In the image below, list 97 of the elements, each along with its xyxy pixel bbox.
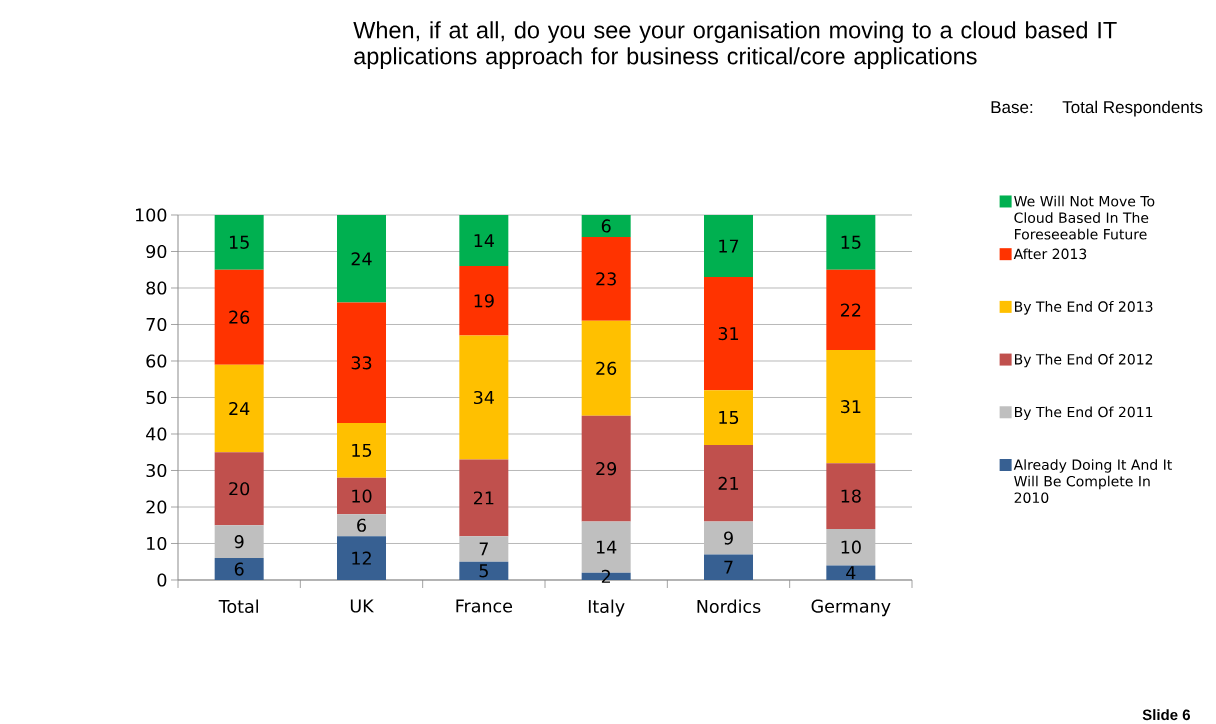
bar <box>337 302 386 424</box>
bar <box>704 444 754 522</box>
x-tick-label: France <box>456 599 513 613</box>
data-label: 33 <box>351 356 372 370</box>
data-label: 24 <box>351 252 372 266</box>
data-label: 6 <box>357 518 366 532</box>
bar <box>826 215 876 270</box>
bar <box>214 558 264 580</box>
text: Total Respondents <box>1062 100 1203 117</box>
data-label: 15 <box>719 411 739 425</box>
bar <box>826 528 876 566</box>
legend-label: After 2013 <box>1013 248 1087 260</box>
y-tick-label: 10 <box>147 536 167 551</box>
bar <box>214 525 264 559</box>
x-tick-label: UK <box>350 599 375 613</box>
data-label: 31 <box>718 327 739 341</box>
bar <box>581 236 631 321</box>
data-label: 15 <box>352 443 372 457</box>
bar <box>337 536 386 580</box>
y-tick-label: 30 <box>146 463 167 478</box>
bar <box>826 565 876 580</box>
bar <box>459 215 509 267</box>
bar <box>581 320 631 416</box>
data-label: 7 <box>724 560 733 574</box>
bar <box>459 561 509 580</box>
data-label: 14 <box>596 540 617 554</box>
legend-label: By The End Of 2012 <box>1015 353 1153 368</box>
y-tick-label: 20 <box>146 500 167 514</box>
data-label: 26 <box>596 361 617 375</box>
data-label: 14 <box>474 234 494 247</box>
data-label: 10 <box>841 540 861 554</box>
bar <box>704 554 754 580</box>
bar <box>704 521 754 555</box>
y-tick-label: 100 <box>136 208 167 222</box>
bar <box>337 477 386 515</box>
data-label: 12 <box>352 551 371 565</box>
bar <box>459 266 509 336</box>
bar <box>704 390 754 445</box>
bar <box>214 452 264 526</box>
chart-title: When, if at all, do you see your organisation moving to a cloud based IT applications approach for business critical/core applications <box>353 21 1117 70</box>
data-label: 7 <box>479 542 488 556</box>
bar <box>214 269 264 365</box>
text: Base: <box>991 101 1033 114</box>
x-tick-label: Total <box>218 599 258 614</box>
data-label: 26 <box>229 310 250 324</box>
x-tick-label: Germany <box>811 599 891 617</box>
bar <box>337 514 386 537</box>
legend-label: By The End Of 2013 <box>1015 301 1153 315</box>
x-tick-label: Nordics <box>697 599 761 614</box>
text: Slide 6 <box>1142 709 1191 721</box>
data-label: 21 <box>718 476 739 490</box>
data-label: 9 <box>724 531 733 545</box>
data-label: 18 <box>841 489 861 503</box>
data-label: 20 <box>229 482 250 496</box>
y-tick-label: 50 <box>146 390 167 405</box>
bar <box>581 415 631 522</box>
data-label: 5 <box>479 564 488 578</box>
bar <box>337 215 386 303</box>
y-tick-label: 70 <box>146 317 167 332</box>
data-label: 6 <box>234 562 244 576</box>
data-label: 15 <box>229 235 249 249</box>
bar <box>459 536 509 562</box>
data-label: 15 <box>841 235 861 249</box>
legend-label: We Will Not Move To Cloud Based In The Foreseeable Future <box>1014 195 1155 240</box>
y-tick-label: 40 <box>146 427 167 441</box>
data-label: 34 <box>474 390 494 405</box>
bar <box>459 459 509 537</box>
data-label: 9 <box>234 535 244 549</box>
legend-label: By The End Of 2011 <box>1015 406 1153 421</box>
data-label: 19 <box>474 294 494 308</box>
data-label: 21 <box>473 491 494 505</box>
bar <box>459 335 509 460</box>
bar <box>704 277 754 391</box>
data-label: 17 <box>719 239 739 253</box>
x-tick-label: Italy <box>588 599 625 617</box>
bar <box>826 463 876 529</box>
bar <box>214 364 264 453</box>
y-tick-label: 80 <box>146 281 167 295</box>
bar <box>337 423 386 478</box>
y-tick-label: 0 <box>157 573 167 587</box>
bar <box>826 350 876 464</box>
bar <box>581 215 631 237</box>
bar <box>826 269 876 351</box>
data-label: 6 <box>601 219 611 233</box>
data-label: 23 <box>596 272 616 286</box>
y-tick-label: 90 <box>146 244 167 259</box>
data-label: 10 <box>352 489 372 503</box>
bar <box>214 215 264 270</box>
legend-label: Already Doing It And It Will Be Complete In 2010 <box>1013 459 1172 504</box>
data-label: 29 <box>596 462 617 476</box>
data-label: 4 <box>846 566 856 580</box>
y-tick-label: 60 <box>146 354 167 368</box>
data-label: 24 <box>229 401 250 415</box>
data-label: 2 <box>601 569 610 583</box>
data-label: 31 <box>841 400 861 414</box>
data-label: 22 <box>840 303 861 317</box>
bar <box>704 215 754 278</box>
